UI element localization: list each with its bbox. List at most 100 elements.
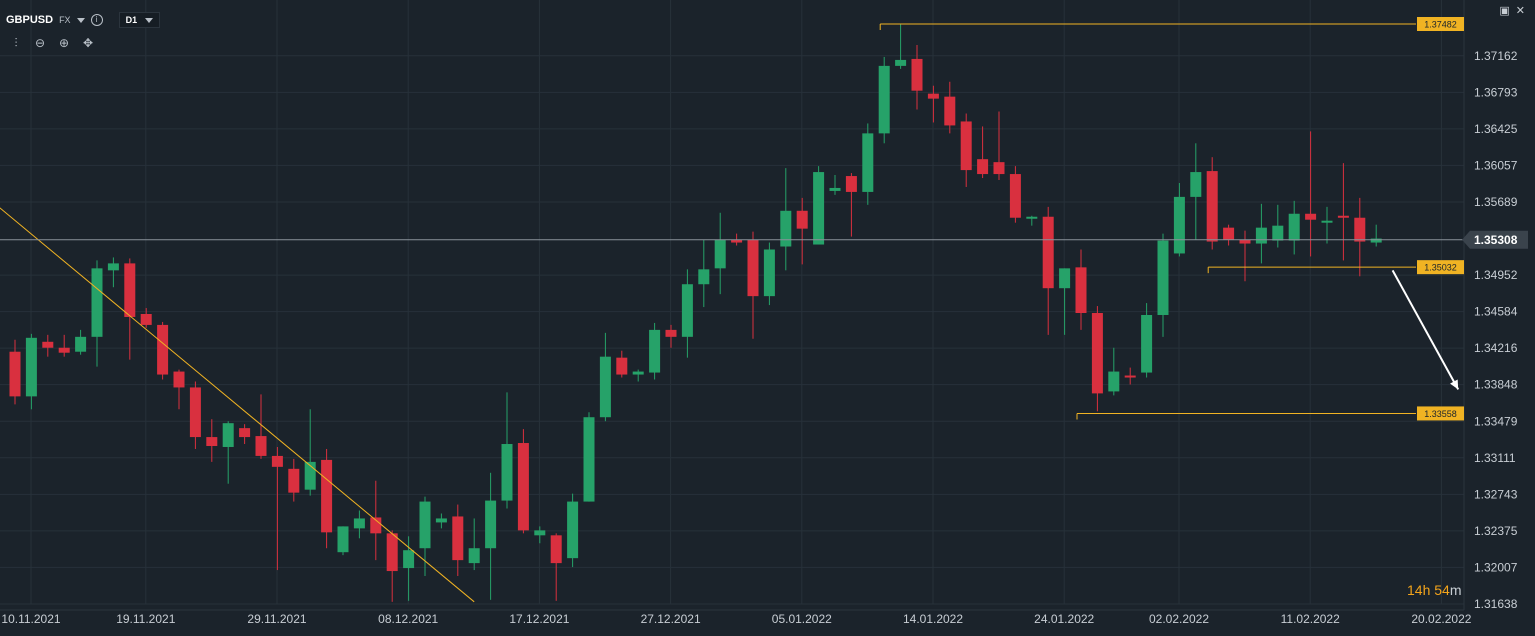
candle-body[interactable] <box>386 533 398 572</box>
candle-body[interactable] <box>1075 267 1087 314</box>
crosshair-move-icon[interactable]: ✥ <box>82 36 94 50</box>
candle-body[interactable] <box>534 530 546 536</box>
candle-body[interactable] <box>1354 217 1366 242</box>
candle-body[interactable] <box>583 417 595 502</box>
chevron-down-icon[interactable] <box>76 17 85 23</box>
candle-body[interactable] <box>895 59 907 66</box>
candle-body[interactable] <box>403 550 415 569</box>
candle-body[interactable] <box>1091 313 1103 394</box>
candle-body[interactable] <box>485 500 497 549</box>
window-controls: ▣ ✕ <box>1499 4 1525 17</box>
candle-body[interactable] <box>189 387 201 438</box>
candle-body[interactable] <box>91 268 103 337</box>
maximize-icon[interactable]: ▣ <box>1499 4 1510 17</box>
info-icon[interactable]: i <box>90 14 103 26</box>
close-icon[interactable]: ✕ <box>1515 4 1525 17</box>
candle-body[interactable] <box>1042 216 1054 289</box>
candle-body[interactable] <box>1190 172 1202 197</box>
candle-body[interactable] <box>993 162 1005 175</box>
candle-body[interactable] <box>239 428 251 438</box>
candle-body[interactable] <box>567 501 579 559</box>
candle-body[interactable] <box>173 371 185 388</box>
candle-body[interactable] <box>763 249 775 297</box>
candle-body[interactable] <box>665 329 677 337</box>
candle-body[interactable] <box>107 263 119 271</box>
x-tick-label: 05.01.2022 <box>772 612 832 626</box>
candle-body[interactable] <box>731 239 743 243</box>
candle-body[interactable] <box>75 336 87 352</box>
candle-body[interactable] <box>255 436 267 456</box>
candle-body[interactable] <box>435 518 447 523</box>
candle-body[interactable] <box>222 423 234 447</box>
candle-body[interactable] <box>517 443 529 531</box>
candle-body[interactable] <box>1173 196 1185 254</box>
candle-body[interactable] <box>1337 215 1349 218</box>
candle-body[interactable] <box>1108 371 1120 392</box>
candle-body[interactable] <box>419 501 431 549</box>
candles-settings-icon[interactable]: ⫶ <box>14 36 18 50</box>
candle-body[interactable] <box>321 459 333 533</box>
candle-body[interactable] <box>960 121 972 171</box>
candle-body[interactable] <box>337 526 349 553</box>
candle-body[interactable] <box>370 517 382 534</box>
candle-body[interactable] <box>632 371 644 375</box>
candle-body[interactable] <box>42 341 54 348</box>
candle-body[interactable] <box>616 357 628 375</box>
candle-body[interactable] <box>599 356 611 418</box>
candle-body[interactable] <box>9 351 21 397</box>
candle-body[interactable] <box>829 187 841 191</box>
candle-body[interactable] <box>977 159 989 175</box>
candle-body[interactable] <box>1124 375 1136 378</box>
candle-body[interactable] <box>304 461 316 490</box>
candle-body[interactable] <box>550 535 562 564</box>
candle-body[interactable] <box>124 263 136 317</box>
candle-body[interactable] <box>1009 174 1021 218</box>
candle-body[interactable] <box>780 210 792 247</box>
candle-body[interactable] <box>1026 216 1038 219</box>
candle-body[interactable] <box>698 269 710 285</box>
candle-body[interactable] <box>1370 238 1382 243</box>
candle-body[interactable] <box>796 210 808 229</box>
candle-body[interactable] <box>813 172 825 245</box>
zoom-in-icon[interactable]: ⊕ <box>58 36 70 50</box>
candle-body[interactable] <box>1255 227 1267 244</box>
candle-body[interactable] <box>747 239 759 297</box>
candle-body[interactable] <box>140 314 152 325</box>
candle-body[interactable] <box>878 65 890 134</box>
candle-body[interactable] <box>25 337 37 397</box>
candle-body[interactable] <box>1206 171 1218 242</box>
candle-body[interactable] <box>681 284 693 337</box>
candle-body[interactable] <box>1239 239 1251 244</box>
trendline[interactable] <box>0 112 475 603</box>
timeframe-select[interactable]: D1 <box>118 12 161 28</box>
candle-body[interactable] <box>501 444 513 501</box>
level-price-tag <box>1417 406 1464 421</box>
candle-body[interactable] <box>58 347 70 353</box>
candle-body[interactable] <box>862 133 874 192</box>
candle-body[interactable] <box>944 96 956 126</box>
candle-body[interactable] <box>157 324 169 375</box>
candle-body[interactable] <box>1223 227 1235 240</box>
candle-body[interactable] <box>1321 220 1333 223</box>
candle-body[interactable] <box>1288 213 1300 241</box>
candle-body[interactable] <box>649 329 661 373</box>
zoom-out-icon[interactable]: ⊖ <box>34 36 46 50</box>
candle-body[interactable] <box>714 239 726 269</box>
candle-body[interactable] <box>1272 225 1284 241</box>
projection-arrow-line[interactable] <box>1391 269 1460 390</box>
candle-body[interactable] <box>1059 268 1071 289</box>
candle-body[interactable] <box>206 437 218 446</box>
candle-body[interactable] <box>271 455 283 467</box>
candle-body[interactable] <box>1141 314 1153 373</box>
candle-body[interactable] <box>845 176 857 192</box>
candle-body[interactable] <box>452 516 464 561</box>
candle-body[interactable] <box>911 58 923 91</box>
candle-body[interactable] <box>1305 213 1317 220</box>
symbol-label[interactable]: GBPUSD <box>6 14 54 26</box>
candle-body[interactable] <box>468 548 480 564</box>
candle-body[interactable] <box>927 93 939 99</box>
candle-body[interactable] <box>1157 240 1169 315</box>
candle-body[interactable] <box>288 468 300 493</box>
candle-body[interactable] <box>353 518 365 529</box>
